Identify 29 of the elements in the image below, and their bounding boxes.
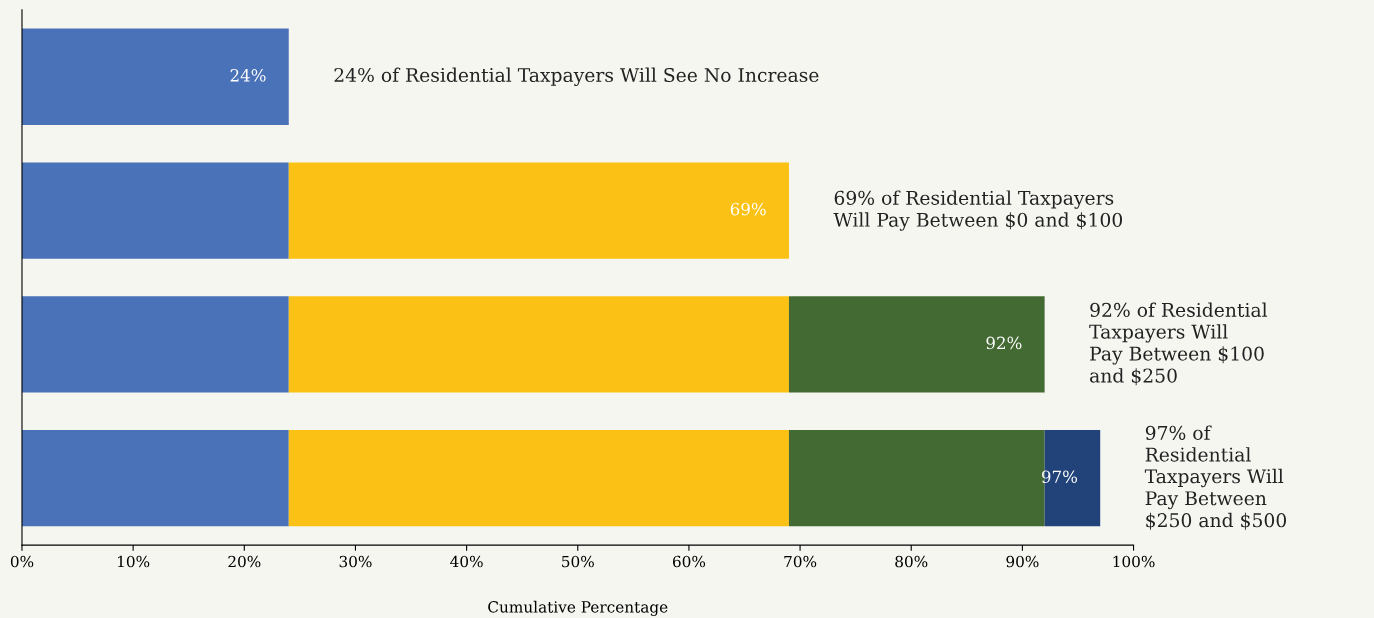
x-tick-label: 40% [450, 555, 483, 568]
annotation: 24% of Residential Taxpayers Will See No Increase [334, 67, 819, 86]
annotation: 69% of Residential Taxpayers Will Pay Between $0 and $100 [833, 190, 1123, 231]
bar [1044, 430, 1101, 527]
x-tick-label: 90% [1006, 555, 1039, 568]
x-tick-label: 80% [895, 555, 928, 568]
x-tick-label: 30% [339, 555, 372, 568]
annotation: 92% of Residential Taxpayers Will Pay Between $100 and $250 [1089, 302, 1268, 386]
x-tick-label: 10% [118, 555, 150, 568]
x-tick-label: 60% [672, 555, 706, 568]
total-label: 69% [730, 202, 766, 216]
x-tick-label: 70% [784, 555, 817, 568]
total-label: 92% [986, 336, 1022, 350]
text: 97% of Residential Taxpayers Will Pay Between $250 and $500 [1144, 425, 1287, 530]
total-label: 24% [230, 69, 266, 82]
x-tick-label: 100% [1113, 555, 1155, 568]
bar [21, 28, 289, 125]
x-axis-title: Cumulative Percentage [488, 600, 668, 616]
x-tick-label: 0% [10, 555, 34, 568]
bar [21, 162, 289, 259]
bar [288, 296, 789, 393]
total-label: 97% [1041, 470, 1078, 484]
bar [288, 162, 789, 259]
bar [288, 430, 789, 527]
bar [21, 430, 289, 527]
bar [788, 296, 1045, 393]
x-tick-label: 50% [562, 555, 594, 568]
x-tick-label: 20% [228, 555, 261, 568]
bar [21, 296, 289, 393]
